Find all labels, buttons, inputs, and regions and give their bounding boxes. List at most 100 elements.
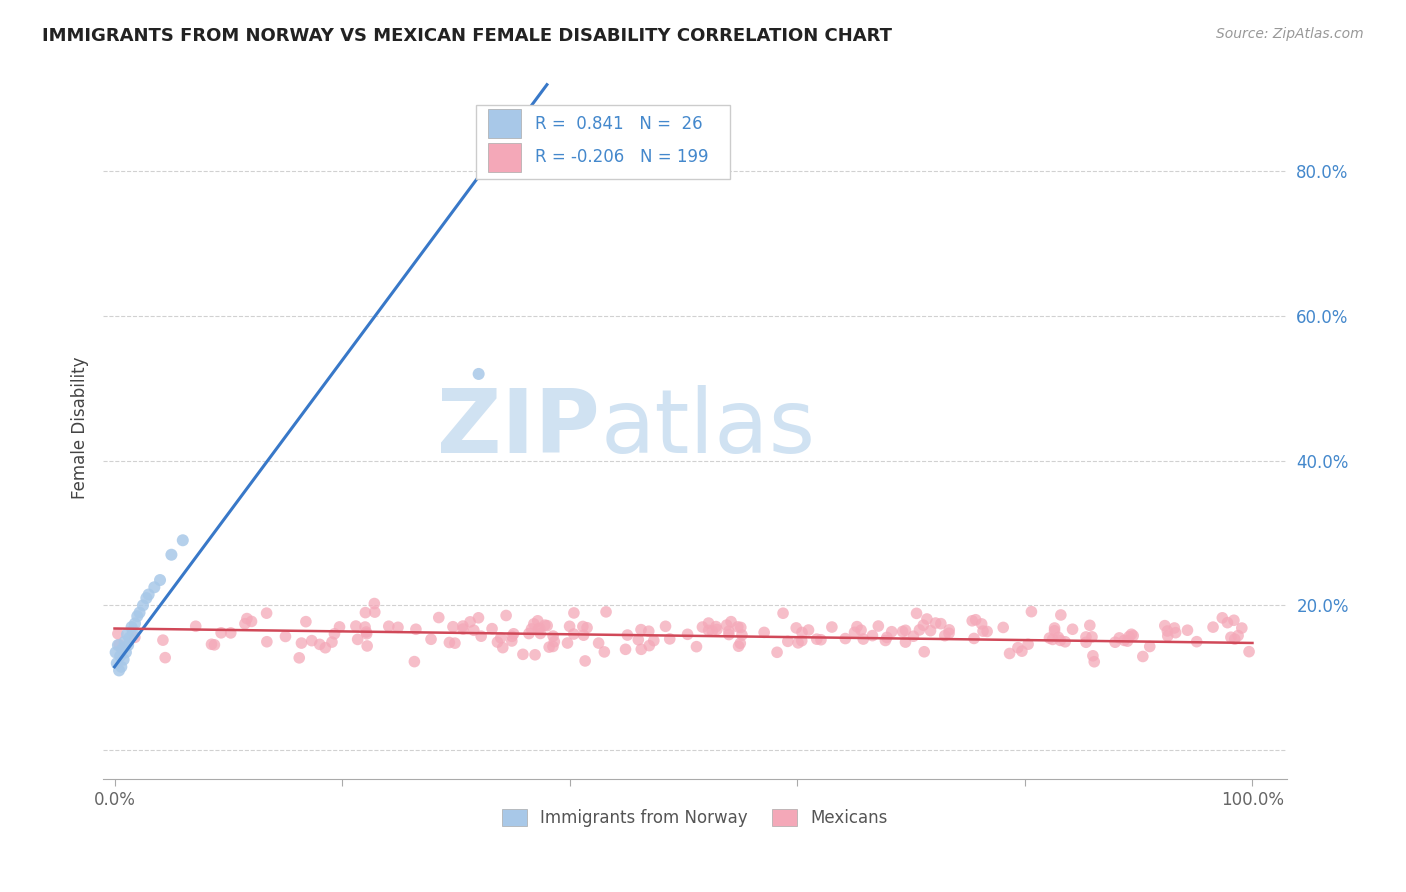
Text: R =  0.841   N =  26: R = 0.841 N = 26 <box>536 115 703 133</box>
Point <box>1081 648 1104 663</box>
Point <box>846 619 869 633</box>
Point <box>107 638 129 652</box>
Point <box>821 620 844 634</box>
Point <box>495 608 517 623</box>
Point <box>117 638 139 652</box>
Y-axis label: Female Disability: Female Disability <box>72 357 89 500</box>
Point <box>378 619 401 633</box>
Point <box>470 629 492 643</box>
Point <box>346 632 368 647</box>
Point <box>121 620 143 634</box>
Point <box>630 623 652 637</box>
Point <box>752 625 775 640</box>
Point <box>938 623 960 637</box>
Point <box>998 647 1021 661</box>
Point <box>534 618 557 632</box>
Point <box>697 616 720 631</box>
Point <box>852 632 875 646</box>
Point <box>219 626 242 640</box>
Point <box>458 615 481 629</box>
Point <box>111 641 134 656</box>
Point <box>1043 621 1066 635</box>
Point <box>520 622 543 636</box>
Point <box>467 611 489 625</box>
Point <box>562 627 585 641</box>
Point <box>529 626 551 640</box>
Point <box>704 619 727 633</box>
Point <box>114 634 136 648</box>
Point <box>112 652 135 666</box>
Point <box>1223 613 1246 627</box>
Point <box>1177 624 1199 638</box>
Point <box>354 606 377 620</box>
Point <box>972 624 994 639</box>
Point <box>364 605 387 619</box>
Point <box>240 615 263 629</box>
Point <box>1017 637 1039 651</box>
Point <box>354 625 377 640</box>
Point <box>138 587 160 601</box>
Point <box>970 616 993 631</box>
Point <box>1132 649 1154 664</box>
Point <box>363 597 385 611</box>
Point <box>1054 634 1077 648</box>
Point <box>1049 633 1071 648</box>
Point <box>965 613 987 627</box>
Point <box>1042 632 1064 647</box>
Point <box>654 619 676 633</box>
Point <box>486 635 509 649</box>
Point <box>894 624 917 638</box>
Point <box>915 612 938 626</box>
Point <box>143 580 166 594</box>
Point <box>1223 632 1246 647</box>
Point <box>108 664 131 678</box>
Point <box>538 640 561 654</box>
Point <box>785 621 807 635</box>
Point <box>716 618 738 632</box>
Point <box>862 629 884 643</box>
Point <box>301 633 323 648</box>
Text: IMMIGRANTS FROM NORWAY VS MEXICAN FEMALE DISABILITY CORRELATION CHART: IMMIGRANTS FROM NORWAY VS MEXICAN FEMALE… <box>42 27 893 45</box>
Point <box>121 624 143 638</box>
Point <box>1081 630 1104 644</box>
Point <box>356 627 378 641</box>
Point <box>924 615 946 630</box>
Point <box>124 631 146 645</box>
Point <box>1164 625 1187 640</box>
Point <box>1185 634 1208 648</box>
Point <box>1153 618 1175 632</box>
Point <box>776 634 799 648</box>
Point <box>976 624 998 639</box>
Point <box>730 620 752 634</box>
Point <box>875 633 897 648</box>
Point <box>274 630 297 644</box>
Point <box>938 626 960 640</box>
Point <box>806 632 828 647</box>
Point <box>107 626 129 640</box>
Point <box>717 624 740 639</box>
Point <box>706 623 728 637</box>
Point <box>908 623 931 637</box>
Point <box>200 637 222 651</box>
Point <box>876 631 898 645</box>
Point <box>1163 621 1185 635</box>
Point <box>1050 607 1073 622</box>
Point <box>797 623 820 637</box>
Point <box>1062 622 1084 636</box>
Text: ZIP: ZIP <box>437 384 600 472</box>
Point <box>790 625 813 640</box>
Point <box>766 645 789 659</box>
Point <box>685 640 707 654</box>
Point <box>204 638 226 652</box>
Bar <box>488 143 520 172</box>
Point <box>127 609 149 624</box>
Point <box>1074 630 1097 644</box>
Point <box>132 599 155 613</box>
Point <box>1114 633 1136 648</box>
Point <box>1011 644 1033 658</box>
Point <box>810 632 832 647</box>
Point <box>638 639 661 653</box>
Point <box>880 624 903 639</box>
Point <box>108 638 131 652</box>
Point <box>115 645 138 659</box>
